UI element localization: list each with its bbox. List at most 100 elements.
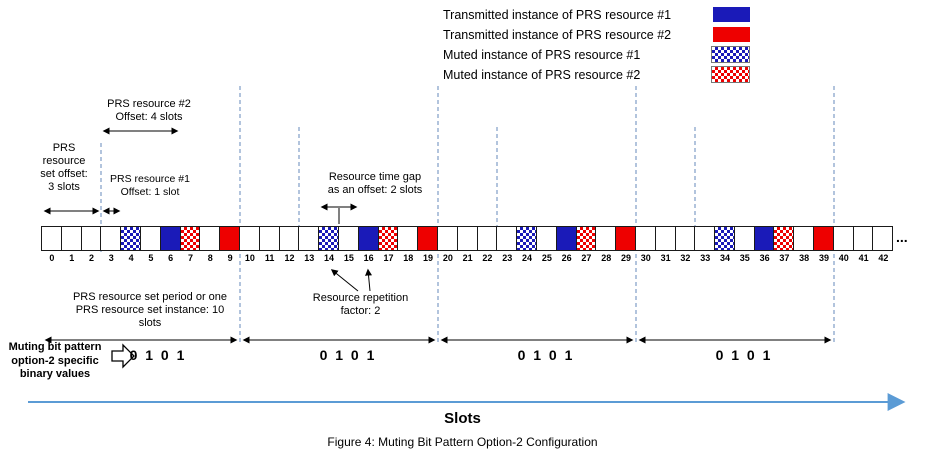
- slot-cell-16: [357, 226, 379, 251]
- slot-cell-25: [535, 226, 557, 251]
- slot-cell-41: [852, 226, 874, 251]
- slot-number-33: 33: [700, 253, 711, 263]
- slot-number-10: 10: [244, 253, 255, 263]
- slot-cell-12: [278, 226, 300, 251]
- set-period-label: PRS resource set period or one PRS resou…: [72, 291, 228, 329]
- slot-number-4: 4: [128, 253, 134, 263]
- slot-number-30: 30: [640, 253, 651, 263]
- muting-bits-1: 0 1 0 1: [129, 347, 187, 363]
- slot-cell-6: [159, 226, 181, 251]
- slot-number-35: 35: [739, 253, 750, 263]
- slot-cell-7: [179, 226, 201, 251]
- slot-cell-26: [555, 226, 577, 251]
- legend-swatch-m2: [711, 66, 750, 83]
- slot-number-22: 22: [482, 253, 493, 263]
- slot-cell-9: [219, 226, 240, 251]
- slot-cell-31: [654, 226, 676, 251]
- legend-label: Transmitted instance of PRS resource #2: [443, 27, 672, 42]
- slots-ellipsis: ...: [896, 229, 908, 245]
- slot-number-12: 12: [284, 253, 295, 263]
- slot-number-23: 23: [502, 253, 513, 263]
- slot-cell-4: [120, 226, 141, 251]
- prs2-offset-label: PRS resource #2 Offset: 4 slots: [107, 98, 191, 123]
- slot-cell-1: [60, 226, 82, 251]
- slot-number-40: 40: [838, 253, 849, 263]
- slot-number-16: 16: [363, 253, 374, 263]
- slot-cell-40: [832, 226, 854, 251]
- slot-number-37: 37: [779, 253, 790, 263]
- slot-cell-42: [872, 226, 894, 251]
- legend-swatch-t1: [713, 7, 750, 22]
- slot-number-32: 32: [680, 253, 691, 263]
- slot-cell-38: [793, 226, 815, 251]
- slot-cell-24: [516, 226, 537, 251]
- slot-number-13: 13: [304, 253, 315, 263]
- slot-cell-28: [595, 226, 617, 251]
- slot-cell-35: [733, 226, 755, 251]
- legend-label: Muted instance of PRS resource #2: [443, 67, 641, 82]
- slot-cell-23: [496, 226, 518, 251]
- repetition-arrow-1: [330, 269, 359, 292]
- slot-number-27: 27: [581, 253, 592, 263]
- slot-cell-36: [753, 226, 775, 251]
- slot-number-42: 42: [878, 253, 889, 263]
- slot-number-21: 21: [462, 253, 473, 263]
- slot-cell-22: [476, 226, 498, 251]
- slot-number-2: 2: [88, 253, 94, 263]
- slot-number-row: 0 1 2 3 4 5 6 7 8 9 10 11 12 13 14 15 16 17 18 19 20 21 22 23 24…: [42, 253, 893, 263]
- slot-number-25: 25: [541, 253, 552, 263]
- repetition-factor-label: Resource repetition factor: 2: [312, 292, 409, 317]
- slot-cell-19: [417, 226, 438, 251]
- slot-number-28: 28: [601, 253, 612, 263]
- slot-number-18: 18: [403, 253, 414, 263]
- slot-cell-34: [714, 226, 735, 251]
- slot-cell-5: [139, 226, 161, 251]
- prs1-offset-label: PRS resource #1 Offset: 1 slot: [110, 173, 190, 198]
- slot-cell-18: [397, 226, 419, 251]
- slot-row: [41, 226, 894, 251]
- prs-set-offset-label: PRS resource set offset: 3 slots: [40, 142, 88, 193]
- slot-number-15: 15: [343, 253, 354, 263]
- muting-pattern-label: Muting bit pattern option-2 specific bin…: [8, 341, 102, 380]
- slot-number-31: 31: [660, 253, 671, 263]
- slots-axis-label: Slots: [444, 410, 481, 427]
- slot-cell-39: [813, 226, 834, 251]
- slot-cell-37: [773, 226, 795, 251]
- time-gap-label: Resource time gap as an offset: 2 slots: [327, 171, 423, 196]
- repetition-arrow-2: [365, 268, 373, 292]
- slot-cell-30: [634, 226, 656, 251]
- muting-bits-2: 0 1 0 1: [319, 347, 377, 363]
- slot-cell-21: [456, 226, 478, 251]
- legend-item-t2: Transmitted instance of PRS resource #2: [443, 26, 750, 43]
- slot-cell-10: [238, 226, 260, 251]
- slot-number-29: 29: [621, 253, 632, 263]
- legend-label: Muted instance of PRS resource #1: [443, 47, 641, 62]
- slot-cell-3: [100, 226, 122, 251]
- slot-number-19: 19: [423, 253, 434, 263]
- legend-item-m2: Muted instance of PRS resource #2: [443, 66, 750, 83]
- slot-number-38: 38: [799, 253, 810, 263]
- slot-cell-33: [694, 226, 716, 251]
- slot-number-9: 9: [227, 253, 233, 263]
- slot-number-8: 8: [207, 253, 213, 263]
- legend-item-t1: Transmitted instance of PRS resource #1: [443, 6, 750, 23]
- slot-number-34: 34: [719, 253, 730, 263]
- legend-swatch-t2: [713, 27, 750, 42]
- slot-cell-2: [80, 226, 102, 251]
- slot-number-39: 39: [818, 253, 829, 263]
- slot-cell-32: [674, 226, 696, 251]
- slot-number-36: 36: [759, 253, 770, 263]
- slot-cell-17: [377, 226, 399, 251]
- slot-cell-8: [199, 226, 221, 251]
- slot-number-3: 3: [108, 253, 114, 263]
- slot-number-14: 14: [324, 253, 335, 263]
- slot-cell-27: [575, 226, 597, 251]
- slot-number-5: 5: [148, 253, 154, 263]
- legend-label: Transmitted instance of PRS resource #1: [443, 7, 672, 22]
- slot-number-6: 6: [168, 253, 174, 263]
- slot-cell-29: [615, 226, 636, 251]
- slot-cell-14: [318, 226, 339, 251]
- slot-cell-11: [258, 226, 280, 251]
- slot-cell-13: [298, 226, 320, 251]
